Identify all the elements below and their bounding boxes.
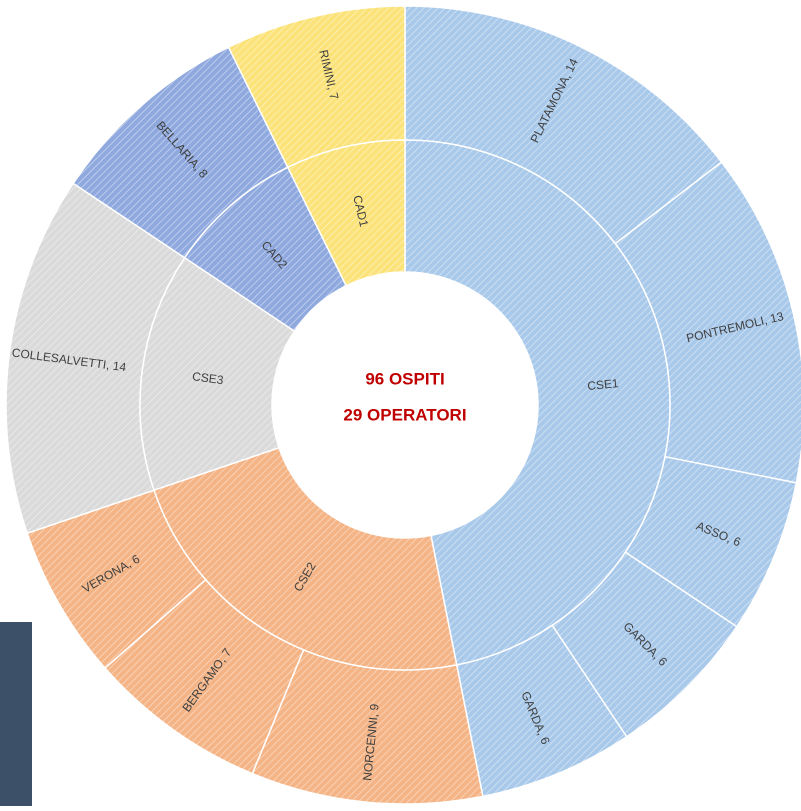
photo — [0, 622, 32, 806]
center-text: 29 OPERATORI — [343, 405, 466, 424]
segment-label: CSE1 — [587, 376, 620, 393]
hole — [272, 272, 538, 538]
center-text: 96 OSPITI — [365, 369, 444, 388]
segment-label: CSE3 — [191, 369, 224, 387]
